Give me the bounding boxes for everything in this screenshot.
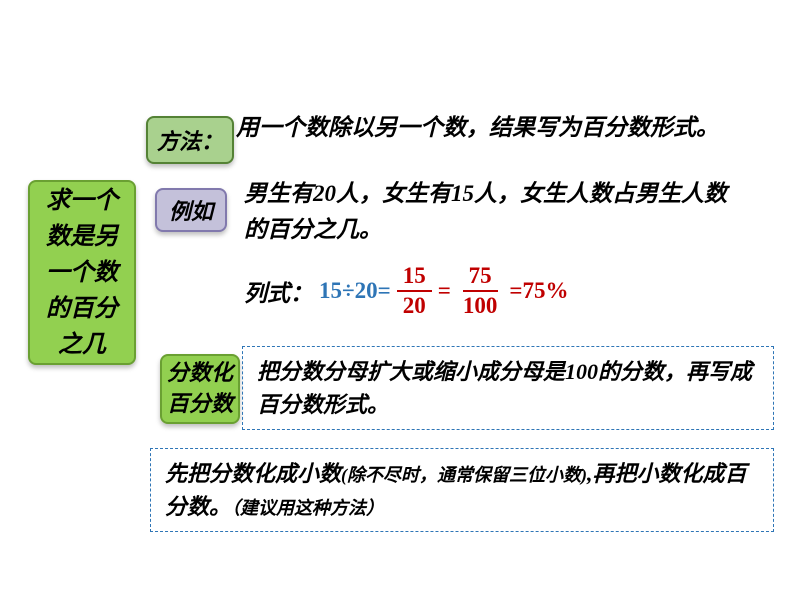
fraction-2: 75 100 [457, 262, 504, 319]
tag-convert-label: 分数化百分数 [164, 358, 236, 420]
formula-result: 75% [522, 278, 568, 304]
dashed1-text: 把分数分母扩大或缩小成分母是100的分数，再写成百分数形式。 [257, 359, 752, 417]
formula-row: 列式： 15÷20= 15 20 = 75 100 = 75% [244, 262, 764, 319]
main-topic-text: 求一个数是另一个数的百分之几 [36, 183, 128, 363]
tag-example: 例如 [155, 188, 227, 232]
example-text: 男生有20人，女生有15人，女生人数占男生人数的百分之几。 [244, 176, 744, 247]
dashed2-part1: 先把分数化成小数 [165, 461, 341, 486]
dashed2-paren2: （建议用这种方法） [231, 498, 384, 518]
formula-eq1: = [438, 278, 451, 304]
method-text: 用一个数除以另一个数，结果写为百分数形式。 [236, 110, 776, 146]
frac2-den: 100 [457, 292, 504, 320]
formula-label: 列式： [244, 274, 313, 308]
tag-method: 方法： [146, 116, 234, 164]
tag-example-label: 例如 [169, 194, 213, 226]
tag-method-label: 方法： [157, 124, 223, 156]
tag-convert: 分数化百分数 [160, 354, 240, 424]
dashed2-paren1: (除不尽时，通常保留三位小数) [341, 465, 587, 485]
formula-expr: 15÷20= [319, 278, 391, 304]
main-topic-box: 求一个数是另一个数的百分之几 [28, 180, 136, 365]
fraction-1: 15 20 [397, 262, 432, 319]
dashed-box-1: 把分数分母扩大或缩小成分母是100的分数，再写成百分数形式。 [242, 346, 774, 430]
frac1-num: 15 [397, 262, 432, 292]
dashed-box-2: 先把分数化成小数(除不尽时，通常保留三位小数),再把小数化成百分数。（建议用这种… [150, 448, 774, 532]
formula-eq2: = [509, 278, 522, 304]
frac1-den: 20 [397, 292, 432, 320]
frac2-num: 75 [463, 262, 498, 292]
